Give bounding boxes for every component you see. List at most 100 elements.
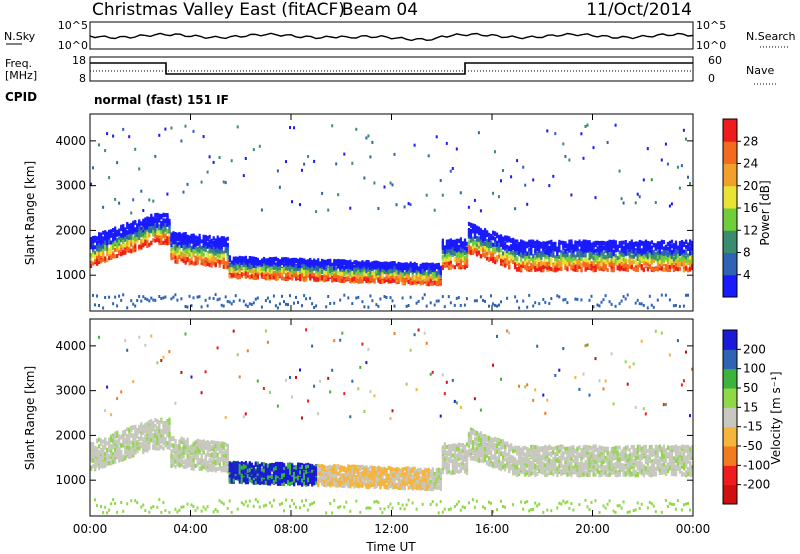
- echo-cell: [162, 229, 165, 234]
- echo-cell: [146, 298, 149, 302]
- echo-cell: [457, 262, 460, 267]
- echo-cell: [361, 274, 364, 278]
- echo-cell: [594, 243, 597, 248]
- echo-cell: [335, 259, 338, 264]
- echo-cell: [648, 245, 651, 250]
- echo-cell: [216, 235, 219, 240]
- echo-cell: [301, 260, 304, 265]
- echo-cell: [240, 256, 243, 261]
- echo-cell: [276, 276, 280, 281]
- echo-cell: [112, 134, 115, 138]
- echo-cell: [441, 265, 444, 269]
- echo-cell: [586, 263, 589, 268]
- echo-cell: [250, 302, 253, 306]
- echo-cell: [465, 297, 468, 301]
- echo-cell: [439, 280, 442, 285]
- echo-cell: [612, 258, 615, 263]
- echo-cell: [102, 306, 105, 310]
- echo-cell: [534, 252, 537, 257]
- echo-cell: [278, 263, 282, 268]
- echo-cell: [178, 241, 181, 246]
- echo-cell: [407, 263, 410, 268]
- echo-cell: [377, 261, 380, 266]
- echo-cell: [518, 306, 521, 310]
- echo-cell: [393, 269, 396, 274]
- echo-cell: [568, 242, 571, 247]
- nsky-label: N.Sky: [4, 30, 36, 43]
- echo-cell: [449, 248, 452, 252]
- echo-cell: [391, 268, 394, 273]
- echo-cell: [534, 301, 537, 305]
- echo-cell: [268, 257, 272, 262]
- echo-cell: [558, 255, 561, 260]
- echo-cell: [500, 255, 503, 260]
- echo-cell: [449, 169, 452, 173]
- echo-cell: [584, 242, 587, 247]
- echo-cell: [455, 248, 458, 252]
- echo-cell: [222, 253, 225, 258]
- echo-cell: [486, 242, 489, 247]
- echo-cell: [473, 249, 477, 254]
- echo-cell: [256, 259, 259, 264]
- echo-cell: [210, 238, 213, 243]
- echo-cell: [266, 276, 270, 281]
- echo-cell: [174, 250, 177, 255]
- echo-cell: [594, 255, 597, 260]
- echo-cell: [592, 261, 595, 266]
- echo-cell: [276, 169, 279, 173]
- echo-cell: [168, 233, 171, 238]
- echo-cell: [389, 296, 392, 300]
- echo-cell: [208, 255, 211, 260]
- echo-cell: [122, 237, 125, 242]
- echo-cell: [361, 266, 364, 270]
- echo-cell: [142, 295, 145, 299]
- echo-cell: [562, 257, 565, 262]
- echo-cell: [174, 293, 177, 297]
- echo-cell: [148, 222, 151, 227]
- echo-cell: [164, 233, 167, 238]
- echo-cell: [504, 258, 507, 263]
- echo-cell: [196, 260, 199, 265]
- echo-cell: [375, 265, 378, 270]
- echo-cell: [359, 276, 362, 281]
- echo-cell: [658, 266, 661, 271]
- echo-cell: [337, 264, 340, 269]
- echo-cell: [596, 249, 599, 254]
- echo-cell: [254, 272, 257, 277]
- echo-cell: [210, 249, 213, 254]
- echo-cell: [285, 262, 288, 267]
- echo-cell: [636, 248, 639, 253]
- echo-cell: [600, 259, 603, 264]
- echo-cell: [122, 240, 125, 244]
- echo-cell: [642, 303, 645, 307]
- echo-cell: [461, 248, 464, 253]
- echo-cell: [423, 277, 426, 282]
- echo-cell: [114, 234, 117, 239]
- echo-cell: [582, 245, 585, 250]
- echo-cell: [393, 152, 396, 156]
- echo-cell: [180, 257, 183, 262]
- echo-cell: [479, 228, 483, 233]
- echo-cell: [337, 270, 340, 275]
- echo-cell: [176, 242, 179, 247]
- echo-cell: [524, 265, 527, 270]
- echo-cell: [500, 258, 503, 263]
- echo-cell: [154, 234, 157, 239]
- echo-cell: [656, 255, 659, 260]
- echo-cell: [283, 266, 286, 271]
- echo-cell: [524, 183, 527, 187]
- echo-cell: [622, 201, 625, 205]
- echo-cell: [592, 245, 595, 250]
- echo-cell: [626, 264, 629, 269]
- echo-cell: [510, 238, 513, 243]
- echo-cell: [156, 212, 159, 217]
- echo-cell: [490, 256, 493, 261]
- echo-cell: [150, 221, 153, 226]
- echo-cell: [666, 246, 670, 251]
- echo-cell: [648, 253, 651, 258]
- echo-cell: [530, 245, 533, 250]
- echo-cell: [258, 261, 261, 266]
- echo-cell: [486, 256, 489, 261]
- echo-cell: [258, 144, 261, 148]
- echo-cell: [246, 304, 249, 308]
